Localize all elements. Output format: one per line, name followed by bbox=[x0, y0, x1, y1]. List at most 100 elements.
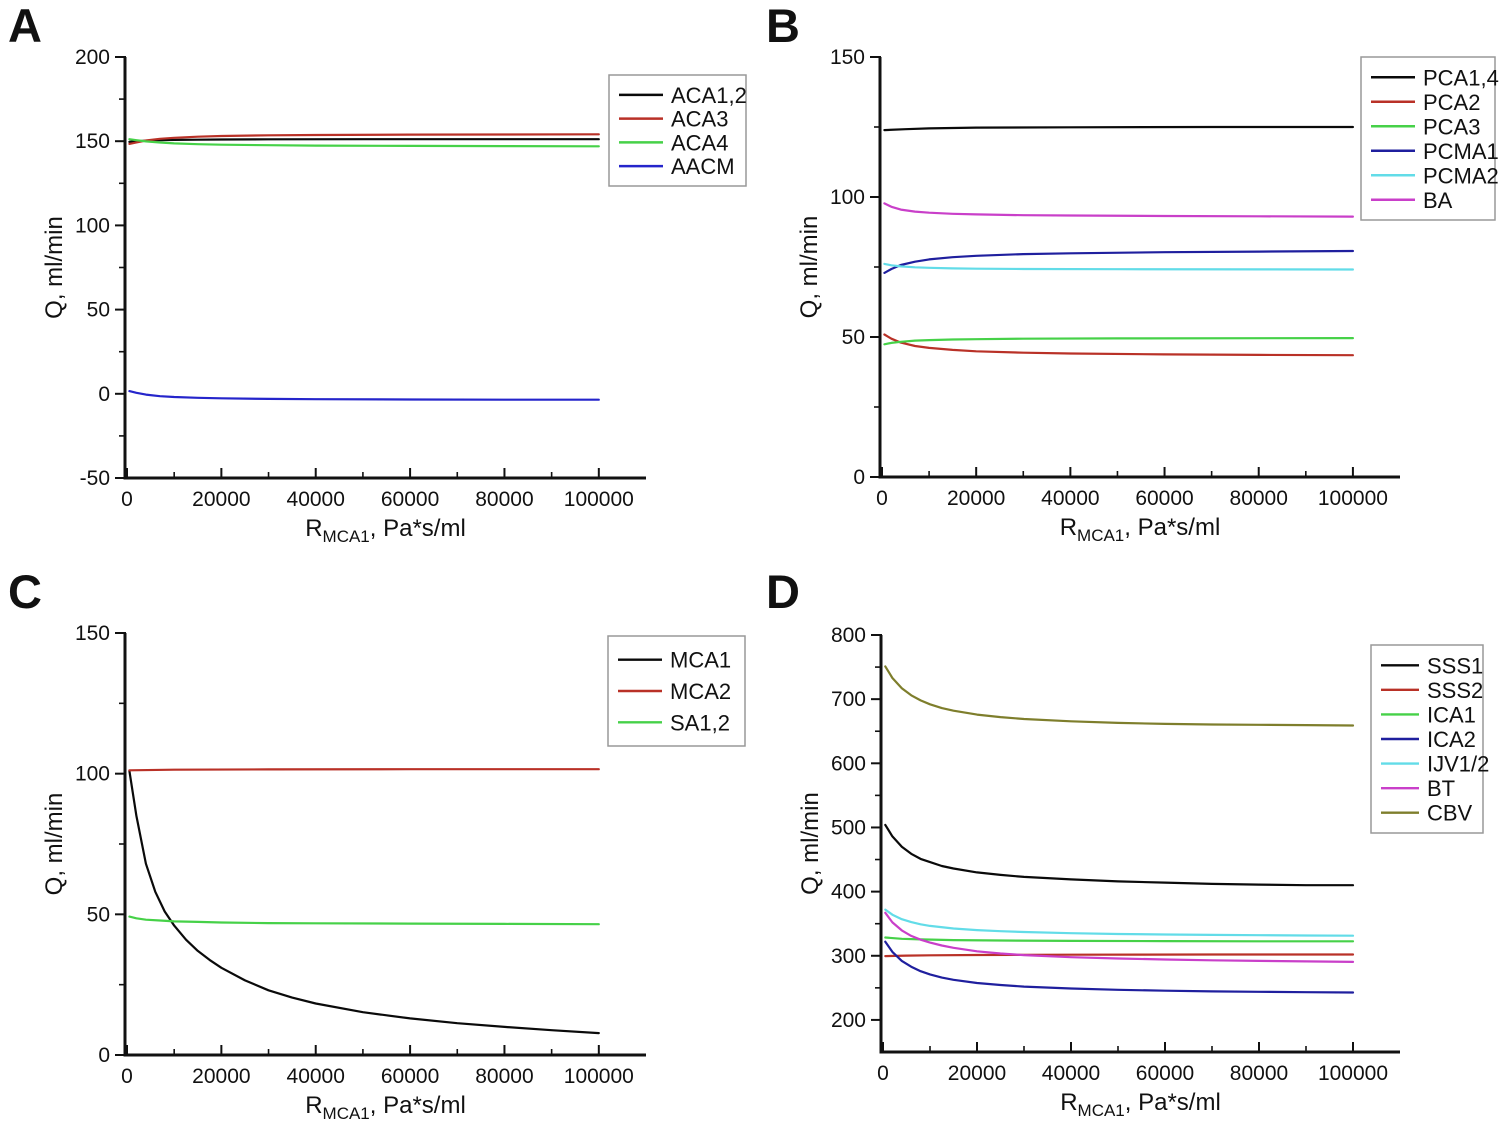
legend-label-mca1: MCA1 bbox=[670, 648, 731, 673]
panel-c-ytick-label: 0 bbox=[98, 1044, 110, 1067]
legend-label-ba: BA bbox=[1423, 188, 1453, 213]
panel-d-xtick-label: 0 bbox=[877, 1062, 889, 1085]
panel-b-xtick-label: 40000 bbox=[1041, 487, 1099, 510]
panel-b-ytick-label: 50 bbox=[842, 326, 865, 349]
legend-entry-pcma2: PCMA2 bbox=[1371, 163, 1499, 188]
panel-a-xtick-label: 80000 bbox=[475, 488, 533, 511]
panel-d-axes: 0 20000 40000 60000 80000 100000 200 300 400 500 6… bbox=[831, 624, 1400, 1085]
panel-b-series-ba bbox=[883, 202, 1354, 218]
panel-a: A 0 20000 40000 60000 80000 100000 -50 0 50 100 15… bbox=[0, 0, 750, 566]
legend-entry-pcma1: PCMA1 bbox=[1371, 139, 1499, 164]
legend-label-aca4: ACA4 bbox=[671, 130, 728, 155]
panel-d-xtick-label: 20000 bbox=[948, 1062, 1006, 1085]
legend-label-cbv: CBV bbox=[1427, 801, 1473, 826]
legend-label-pca3: PCA3 bbox=[1423, 114, 1480, 139]
panel-b-ytick-label: 150 bbox=[830, 46, 865, 69]
legend-entry-ijv1-2: IJV1/2 bbox=[1381, 752, 1489, 777]
panel-c-xtick-label: 80000 bbox=[475, 1065, 533, 1088]
panel-d-xtick-label: 40000 bbox=[1042, 1062, 1100, 1085]
legend-label-aacm: AACM bbox=[671, 154, 735, 179]
panel-b-axes: 0 20000 40000 60000 80000 100000 0 50 100 150 bbox=[830, 46, 1400, 510]
panel-c-series bbox=[128, 768, 600, 1035]
panel-a-series bbox=[128, 133, 600, 401]
legend-label-mca2: MCA2 bbox=[670, 679, 731, 704]
legend-label-aca3: ACA3 bbox=[671, 107, 728, 132]
panel-b-ytick-label: 0 bbox=[853, 466, 865, 489]
panel-d-series-sss2 bbox=[884, 953, 1355, 958]
panel-c-series-mca1 bbox=[128, 769, 600, 1035]
panel-c-y-axis-title: Q, ml/min bbox=[41, 793, 68, 896]
legend-label-sa1-2: SA1,2 bbox=[670, 710, 730, 735]
panel-d-ytick-label: 200 bbox=[831, 1009, 866, 1032]
legend-entry-ica1: ICA1 bbox=[1381, 702, 1476, 727]
panel-c-xtick-label: 40000 bbox=[287, 1065, 345, 1088]
panel-b-x-axis-title: RMCA1, Pa*s/ml bbox=[1060, 514, 1221, 545]
legend-entry-sss2: SSS2 bbox=[1381, 678, 1483, 703]
panel-b-series bbox=[883, 125, 1354, 357]
panel-b-y-axis-title: Q, ml/min bbox=[796, 216, 823, 319]
panel-d-ytick-label: 700 bbox=[831, 688, 866, 711]
panel-c-series-sa1-2 bbox=[128, 915, 600, 926]
legend-label-pca2: PCA2 bbox=[1423, 90, 1480, 115]
legend-label-pcma2: PCMA2 bbox=[1423, 163, 1499, 188]
panel-a-ytick-label: 50 bbox=[87, 299, 110, 322]
panel-a-x-axis-title: RMCA1, Pa*s/ml bbox=[305, 515, 466, 546]
panel-b-xtick-label: 20000 bbox=[947, 487, 1005, 510]
panel-c-x-axis-title: RMCA1, Pa*s/ml bbox=[305, 1092, 466, 1123]
panel-b-xtick-label: 80000 bbox=[1230, 487, 1288, 510]
panel-d-x-axis-title: RMCA1, Pa*s/ml bbox=[1060, 1089, 1221, 1120]
panel-a-xtick-label: 20000 bbox=[192, 488, 250, 511]
panel-a-xtick-label: 0 bbox=[121, 488, 133, 511]
panel-b-xtick-label: 60000 bbox=[1135, 487, 1193, 510]
legend-label-sss1: SSS1 bbox=[1427, 653, 1483, 678]
legend-label-bt: BT bbox=[1427, 776, 1455, 801]
legend-entry-pca1-4: PCA1,4 bbox=[1371, 65, 1499, 90]
legend-entry-mca1: MCA1 bbox=[618, 648, 731, 673]
panel-d-xtick-label: 80000 bbox=[1230, 1062, 1288, 1085]
panel-d-ytick-label: 500 bbox=[831, 816, 866, 839]
panel-a-series-aca4 bbox=[128, 138, 600, 148]
panel-c-letter: C bbox=[8, 565, 42, 618]
panel-d-ytick-label: 400 bbox=[831, 881, 866, 904]
panel-c-ytick-label: 150 bbox=[75, 622, 110, 645]
legend-entry-sss1: SSS1 bbox=[1381, 653, 1483, 678]
panel-a-ytick-label: 150 bbox=[75, 130, 110, 153]
panel-c-xtick-label: 60000 bbox=[381, 1065, 439, 1088]
legend-entry-aacm: AACM bbox=[619, 154, 735, 179]
panel-c-xtick-label: 100000 bbox=[564, 1065, 634, 1088]
panel-a-letter: A bbox=[8, 0, 42, 52]
panel-c-legend: MCA1 MCA2 SA1,2 bbox=[607, 635, 746, 747]
legend-label-sss2: SSS2 bbox=[1427, 678, 1483, 703]
panel-a-series-aacm bbox=[128, 390, 600, 401]
legend-entry-aca1-2: ACA1,2 bbox=[619, 83, 747, 108]
panel-d-chart: 0 20000 40000 60000 80000 100000 200 300 400 500 6… bbox=[797, 624, 1489, 1120]
panel-a-y-axis-title: Q, ml/min bbox=[41, 216, 68, 319]
panel-a-ytick-label: 0 bbox=[98, 383, 110, 406]
panel-a-series-aca1-2 bbox=[128, 138, 600, 143]
legend-entry-aca3: ACA3 bbox=[619, 107, 728, 132]
panel-c-chart: 0 20000 40000 60000 80000 100000 0 50 100 150 Q, m… bbox=[41, 622, 746, 1123]
panel-d-series bbox=[884, 665, 1355, 994]
legend-label-aca1-2: ACA1,2 bbox=[671, 83, 747, 108]
panel-d-ytick-label: 800 bbox=[831, 624, 866, 647]
panel-d-series-ica2 bbox=[884, 940, 1355, 994]
panel-c-ytick-label: 100 bbox=[75, 763, 110, 786]
panel-d-xtick-label: 60000 bbox=[1136, 1062, 1194, 1085]
panel-c-xtick-label: 20000 bbox=[192, 1065, 250, 1088]
panel-a-ytick-label: 100 bbox=[75, 214, 110, 237]
panel-d-ytick-label: 300 bbox=[831, 945, 866, 968]
panel-d-series-cbv bbox=[884, 665, 1355, 727]
panel-a-xtick-label: 40000 bbox=[287, 488, 345, 511]
legend-entry-pca3: PCA3 bbox=[1371, 114, 1480, 139]
panel-b-series-pca1-4 bbox=[883, 125, 1354, 132]
legend-label-pcma1: PCMA1 bbox=[1423, 139, 1499, 164]
panel-b-series-pca3 bbox=[883, 337, 1354, 346]
panel-a-ytick-label: 200 bbox=[75, 46, 110, 69]
panel-b-series-pcma2 bbox=[883, 262, 1354, 271]
panel-d-y-axis-title: Q, ml/min bbox=[797, 792, 824, 895]
panel-a-xtick-label: 100000 bbox=[564, 488, 634, 511]
legend-entry-bt: BT bbox=[1381, 776, 1455, 801]
